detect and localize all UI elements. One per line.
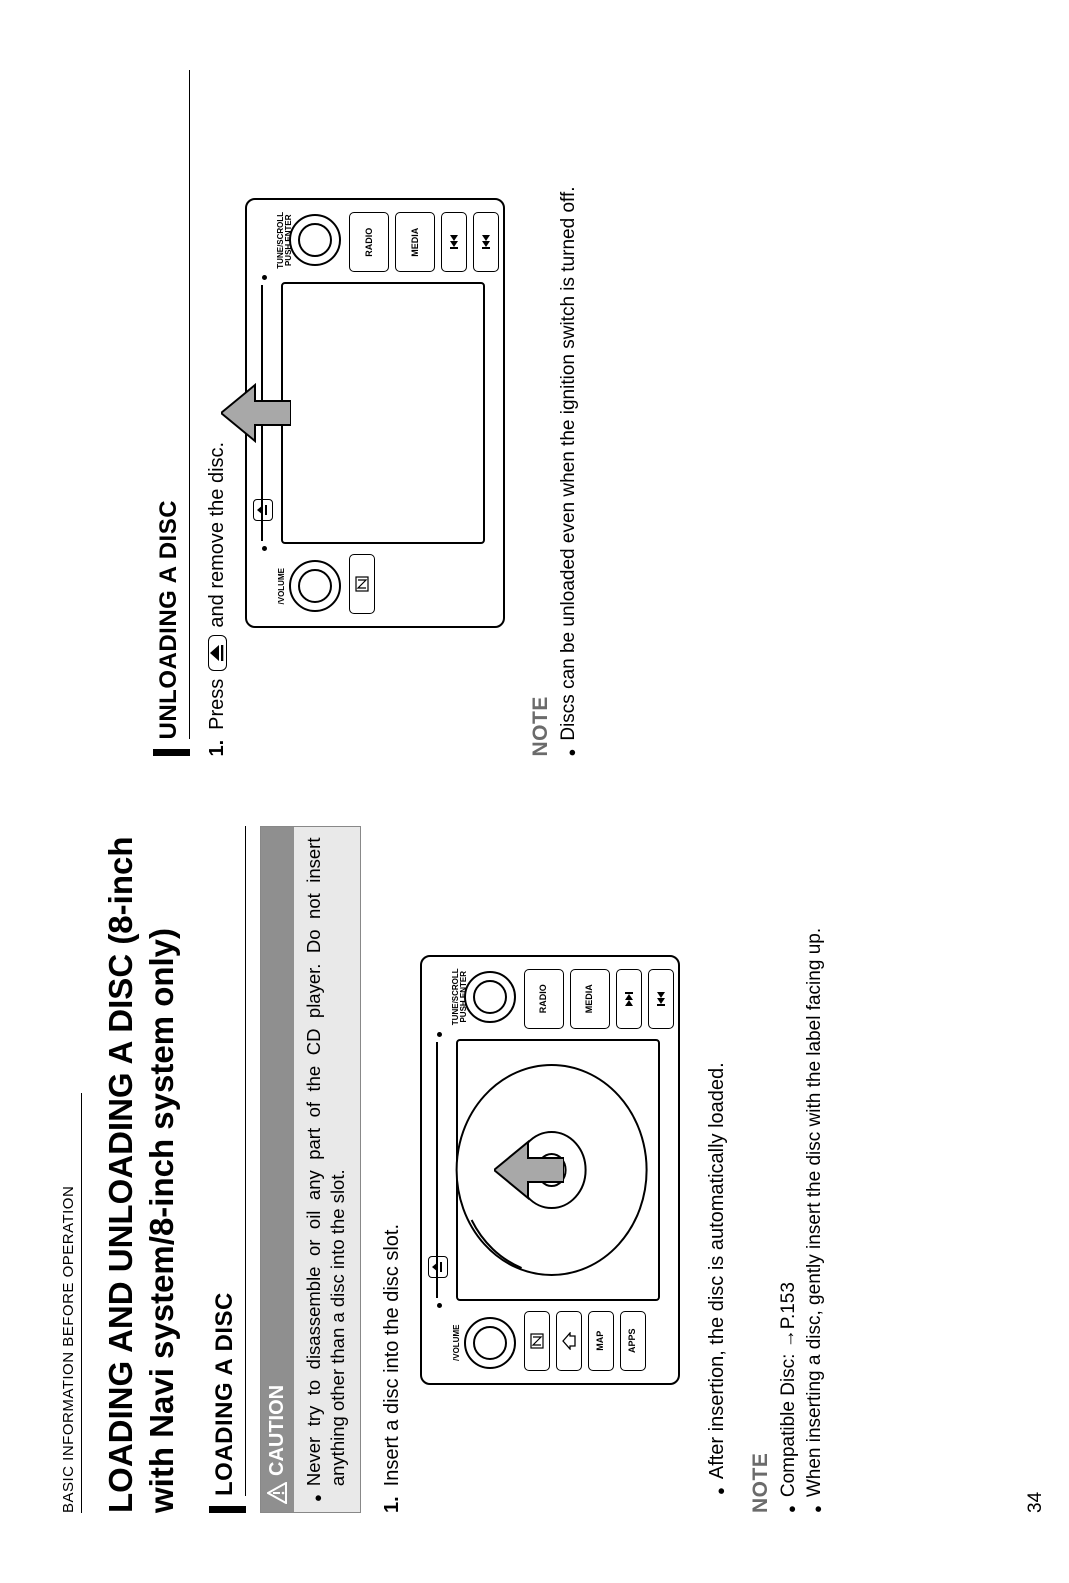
step-1-load: 1. Insert a disc into the disc slot. xyxy=(379,827,406,1514)
prev-button xyxy=(473,212,499,272)
caution-body: Never try to disassemble or oil any part… xyxy=(294,828,360,1513)
section-unloading-label: UNLOADING A DISC xyxy=(153,70,190,740)
unit-screen xyxy=(281,282,485,544)
note-body-left: Compatible Disc: →P.153 When inserting a… xyxy=(777,827,828,1514)
bullet-icon xyxy=(557,749,582,757)
bullet-icon xyxy=(302,1494,350,1502)
prev-button xyxy=(648,969,674,1029)
section-unloading: UNLOADING A DISC xyxy=(153,70,190,757)
step-text: Insert a disc into the disc slot. xyxy=(379,827,406,1487)
bullet-icon xyxy=(777,1505,802,1513)
eject-icon xyxy=(428,1256,448,1278)
radio-button: RADIO xyxy=(349,212,389,272)
volume-label: /VOLUME xyxy=(452,1311,461,1375)
note-item-1: Compatible Disc: →P.153 xyxy=(777,1282,802,1497)
media-button: MEDIA xyxy=(570,969,610,1029)
head-unit-unloading: /VOLUME TUNE/SCROLL PUSH ENTER RADIO MED… xyxy=(245,198,505,628)
caution-header: CAUTION xyxy=(261,828,294,1513)
eject-icon xyxy=(253,499,273,521)
left-buttons xyxy=(349,554,375,614)
step-post: and remove the disc. xyxy=(206,442,228,628)
right-buttons: RADIO MEDIA xyxy=(524,969,674,1029)
right-buttons: RADIO MEDIA xyxy=(349,212,499,272)
note-body-right: Discs can be unloaded even when the igni… xyxy=(557,70,582,757)
step-pre: Press xyxy=(206,679,228,730)
bullet-icon xyxy=(803,1505,828,1513)
bullet-icon xyxy=(704,1487,731,1495)
figure-loading: /VOLUME TUNE/SCROLL PUSH ENTER MAP APPS … xyxy=(420,827,680,1514)
section-loading: LOADING A DISC xyxy=(209,827,246,1514)
home-button xyxy=(556,1311,582,1371)
running-header: BASIC INFORMATION BEFORE OPERATION xyxy=(60,1093,82,1513)
figure-unloading: /VOLUME TUNE/SCROLL PUSH ENTER RADIO MED… xyxy=(245,70,505,757)
eject-arrow-icon xyxy=(221,383,296,443)
apps-button: APPS xyxy=(620,1311,646,1371)
next-button xyxy=(616,969,642,1029)
right-column: UNLOADING A DISC 1. Press and remove the… xyxy=(100,70,830,757)
nfc-button xyxy=(349,554,375,614)
tune-knob xyxy=(289,214,341,266)
volume-knob xyxy=(289,560,341,612)
head-unit-loading: /VOLUME TUNE/SCROLL PUSH ENTER MAP APPS … xyxy=(420,955,680,1385)
eject-button-icon xyxy=(208,635,227,671)
tune-knob xyxy=(464,971,516,1023)
radio-button: RADIO xyxy=(524,969,564,1029)
page-title: LOADING AND UNLOADING A DISC (8-inch wit… xyxy=(100,827,183,1514)
page-number: 34 xyxy=(1025,1492,1047,1513)
left-column: LOADING AND UNLOADING A DISC (8-inch wit… xyxy=(100,827,830,1514)
volume-label: /VOLUME xyxy=(277,554,286,618)
step-number: 1. xyxy=(379,1496,406,1513)
nfc-button xyxy=(524,1311,550,1371)
media-button: MEDIA xyxy=(395,212,435,272)
caution-text: Never try to disassemble or oil any part… xyxy=(302,838,350,1487)
volume-knob xyxy=(464,1317,516,1369)
after-insertion-note: After insertion, the disc is automatical… xyxy=(704,827,731,1496)
note-label-right: NOTE xyxy=(529,70,553,757)
left-buttons: MAP APPS xyxy=(524,1311,646,1371)
next-button xyxy=(441,212,467,272)
caution-label: CAUTION xyxy=(266,1385,289,1476)
insert-arrow-icon xyxy=(494,1140,569,1200)
note-label-left: NOTE xyxy=(749,827,773,1514)
section-loading-label: LOADING A DISC xyxy=(209,827,246,1497)
map-button: MAP xyxy=(588,1311,614,1371)
step-number: 1. xyxy=(204,740,231,757)
caution-box: CAUTION Never try to disassemble or oil … xyxy=(260,827,361,1514)
note-item-1: Discs can be unloaded even when the igni… xyxy=(557,186,582,740)
note-item-2: When inserting a disc, gently insert the… xyxy=(803,928,828,1497)
after-insertion-text: After insertion, the disc is automatical… xyxy=(704,1062,731,1479)
warning-icon xyxy=(267,1482,287,1504)
